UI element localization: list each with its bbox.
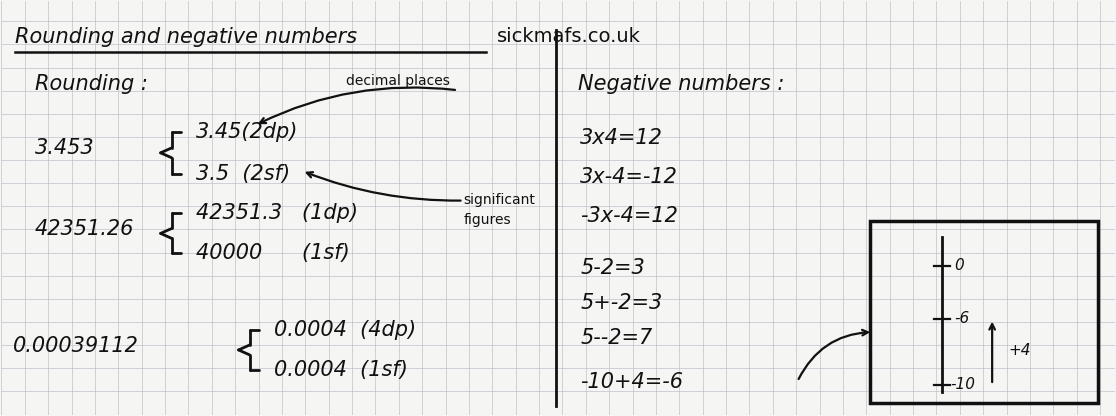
Text: sickmafs.co.uk: sickmafs.co.uk — [497, 27, 641, 46]
Text: -10: -10 — [950, 377, 975, 392]
Text: -3x-4=12: -3x-4=12 — [580, 206, 679, 226]
Text: 0.00039112: 0.00039112 — [12, 337, 138, 357]
Text: +4: +4 — [1009, 343, 1031, 358]
Text: 0.0004  (4dp): 0.0004 (4dp) — [275, 320, 416, 340]
Text: Rounding and negative numbers: Rounding and negative numbers — [15, 27, 357, 47]
Text: decimal places: decimal places — [346, 74, 451, 88]
Text: 42351.3   (1dp): 42351.3 (1dp) — [196, 203, 358, 223]
Text: 0: 0 — [954, 258, 964, 273]
Text: 5--2=7: 5--2=7 — [580, 328, 653, 348]
Text: 5-2=3: 5-2=3 — [580, 258, 645, 278]
Text: 3.453: 3.453 — [35, 138, 95, 158]
Text: 5+-2=3: 5+-2=3 — [580, 293, 663, 313]
Text: 3.5  (2sf): 3.5 (2sf) — [196, 164, 290, 184]
Text: Rounding :: Rounding : — [35, 74, 147, 94]
Text: 40000      (1sf): 40000 (1sf) — [196, 243, 350, 263]
Text: 3x-4=-12: 3x-4=-12 — [580, 167, 679, 187]
Text: 3x4=12: 3x4=12 — [580, 128, 663, 148]
Bar — [869, 221, 1098, 403]
Text: -6: -6 — [954, 311, 970, 326]
Text: Negative numbers :: Negative numbers : — [578, 74, 785, 94]
Text: significant
figures: significant figures — [463, 193, 536, 227]
Text: 42351.26: 42351.26 — [35, 219, 134, 239]
Text: 3.45(2dp): 3.45(2dp) — [196, 121, 299, 141]
Text: -10+4=-6: -10+4=-6 — [580, 371, 683, 391]
Text: 0.0004  (1sf): 0.0004 (1sf) — [275, 360, 408, 380]
